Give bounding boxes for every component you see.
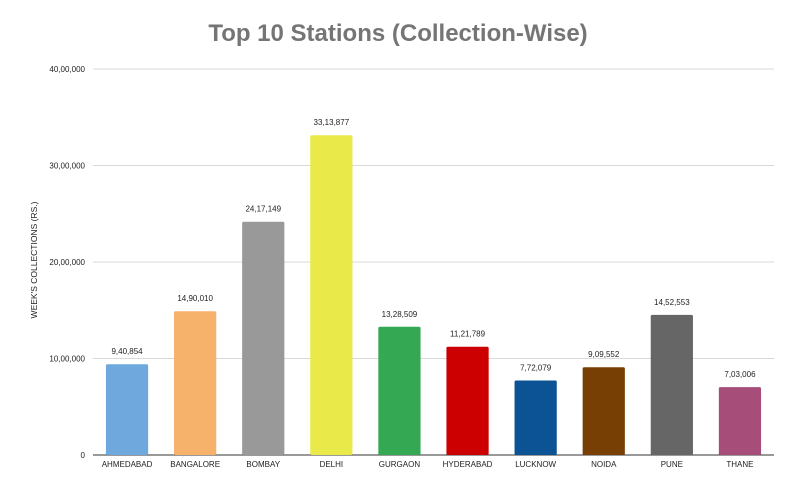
chart-title: Top 10 Stations (Collection-Wise): [208, 20, 588, 47]
data-label-bombay: 24,17,149: [245, 205, 281, 214]
bars: [105, 135, 762, 455]
y-tick-label: 40,00,000: [49, 65, 85, 74]
x-tick-label-pune: PUNE: [661, 460, 683, 469]
x-tick-label-bombay: BOMBAY: [246, 460, 280, 469]
bar-bangalore: [174, 311, 217, 455]
data-label-bangalore: 14,90,010: [177, 294, 213, 303]
x-tick-label-delhi: DELHI: [320, 460, 344, 469]
x-tick-label-bangalore: BANGALORE: [170, 460, 220, 469]
bar-noida: [582, 367, 625, 455]
bar-delhi: [310, 135, 353, 455]
y-tick-label: 20,00,000: [49, 258, 85, 267]
bar-lucknow: [514, 380, 557, 455]
data-label-ahmedabad: 9,40,854: [111, 347, 143, 356]
data-label-pune: 14,52,553: [654, 298, 690, 307]
x-tick-label-ahmedabad: AHMEDABAD: [102, 460, 153, 469]
data-label-noida: 9,09,552: [588, 350, 620, 359]
bar-ahmedabad: [105, 364, 149, 455]
y-tick-label: 10,00,000: [49, 355, 85, 364]
data-labels: 9,40,854 14,90,010 24,17,149 33,13,877 13,28…: [111, 118, 756, 379]
x-axis-ticks: AHMEDABAD BANGALORE BOMBAY DELHI GURGAON HYDE…: [102, 460, 754, 469]
bar-gurgaon: [378, 326, 421, 455]
x-tick-label-noida: NOIDA: [591, 460, 617, 469]
y-axis-ticks: 0 10,00,000 20,00,000 30,00,000 40,00,000: [49, 65, 85, 460]
x-tick-label-thane: THANE: [726, 460, 753, 469]
y-tick-label: 30,00,000: [49, 162, 85, 171]
x-tick-label-lucknow: LUCKNOW: [515, 460, 556, 469]
data-label-delhi: 33,13,877: [314, 118, 350, 127]
x-tick-label-gurgaon: GURGAON: [379, 460, 421, 469]
data-label-gurgaon: 13,28,509: [382, 310, 418, 319]
data-label-hyderabad: 11,21,789: [450, 330, 486, 339]
data-label-thane: 7,03,006: [724, 370, 756, 379]
bar-hyderabad: [446, 346, 489, 455]
y-tick-label: 0: [81, 451, 86, 460]
x-tick-label-hyderabad: HYDERABAD: [443, 460, 493, 469]
y-axis-title: WEEK'S COLLECTIONS (RS.): [29, 201, 39, 318]
data-label-lucknow: 7,72,079: [520, 363, 552, 372]
bar-thane: [718, 387, 762, 455]
bar-pune: [650, 314, 693, 455]
bar-bombay: [242, 221, 285, 455]
